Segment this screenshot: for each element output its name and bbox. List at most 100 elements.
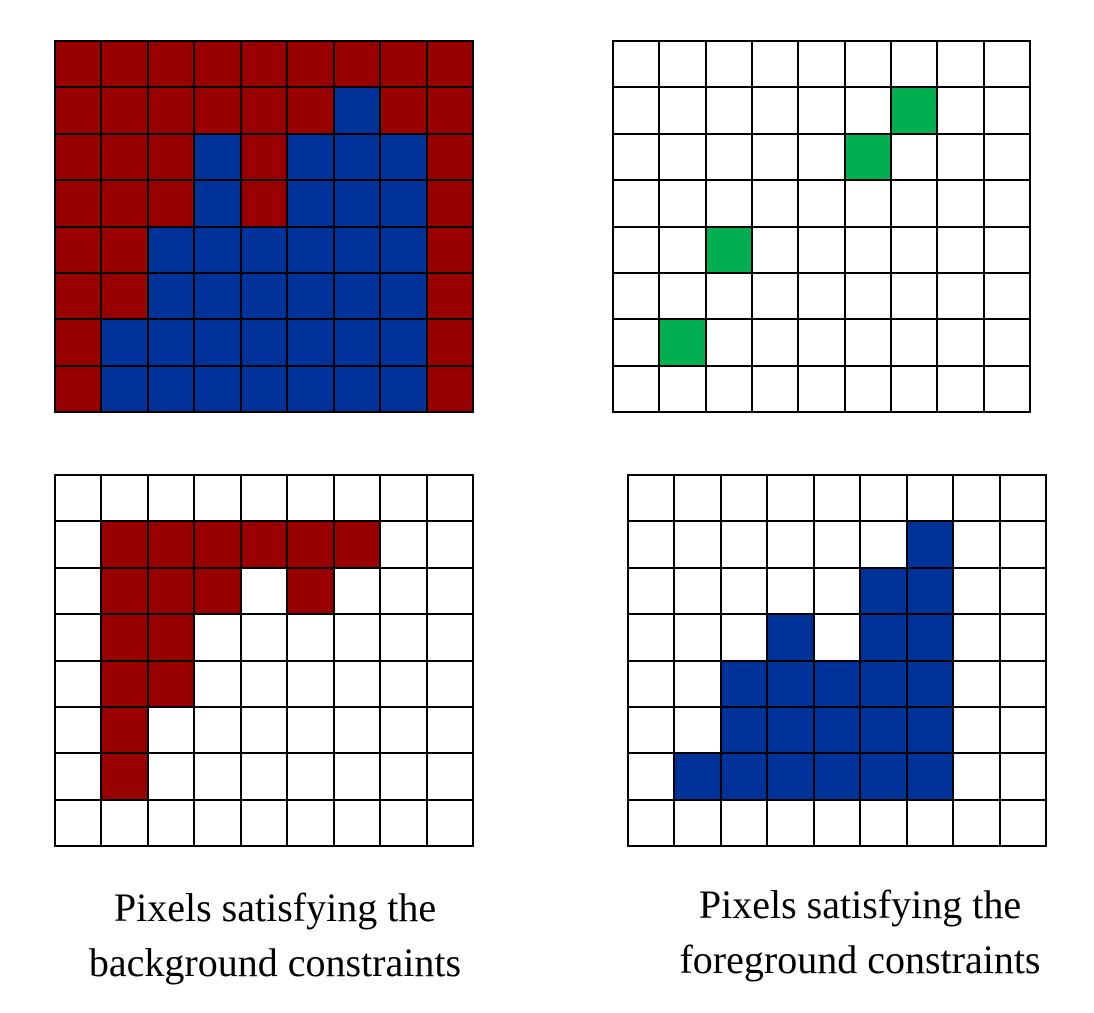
pixel-cell-white [706, 42, 753, 89]
pixel-cell-white [675, 522, 722, 569]
pixel-cell-blue [721, 707, 769, 755]
pixel-cell-white [938, 366, 985, 413]
pixel-cell-white [381, 522, 428, 569]
pixel-cell-white [288, 476, 335, 523]
pixel-cell-green [660, 320, 707, 367]
pixel-cell-white [427, 568, 474, 616]
pixel-cell-blue [195, 273, 242, 321]
pixel-cell-red [288, 88, 335, 135]
pixel-cell-red [334, 42, 382, 89]
pixel-cell-blue [288, 134, 335, 182]
caption-left-line2: background constraints [88, 940, 462, 985]
pixel-cell-white [614, 42, 661, 89]
pixel-cell-white [768, 522, 815, 569]
pixel-cell-white [195, 800, 242, 847]
pixel-cell-green [706, 227, 753, 274]
pixel-cell-white [56, 800, 103, 847]
pixel-cell-blue [241, 366, 289, 413]
pixel-cell-blue [381, 227, 428, 274]
pixel-cell-white [660, 88, 707, 135]
pixel-cell-white [907, 476, 955, 523]
pixel-cell-white [56, 707, 103, 755]
pixel-cell-white [845, 181, 892, 228]
pixel-cell-blue [907, 661, 955, 708]
pixel-cell-white [984, 88, 1031, 135]
pixel-cell-white [675, 568, 722, 616]
pixel-cell-blue [195, 320, 242, 367]
pixel-cell-white [195, 615, 242, 662]
pixel-cell-white [814, 800, 862, 847]
pixel-cell-white [614, 134, 661, 182]
pixel-cell-white [891, 181, 939, 228]
pixel-cell-white [845, 320, 892, 367]
pixel-cell-blue [907, 754, 955, 801]
pixel-cell-red [102, 273, 149, 321]
pixel-cell-white [984, 181, 1031, 228]
pixel-cell-white [752, 42, 800, 89]
pixel-cell-red [381, 88, 428, 135]
pixel-grid-top-right [612, 40, 1031, 413]
pixel-cell-white [629, 707, 676, 755]
pixel-cell-white [984, 366, 1031, 413]
pixel-grid-top-left [54, 40, 474, 413]
pixel-cell-blue [241, 273, 289, 321]
pixel-cell-white [814, 615, 862, 662]
pixel-cell-blue [102, 366, 149, 413]
pixel-cell-red [427, 320, 474, 367]
pixel-cell-white [148, 754, 196, 801]
pixel-cell-white [427, 707, 474, 755]
pixel-cell-blue [381, 181, 428, 228]
pixel-cell-white [954, 568, 1001, 616]
pixel-cell-white [629, 568, 676, 616]
pixel-cell-red [427, 181, 474, 228]
pixel-cell-white [195, 707, 242, 755]
pixel-cell-red [195, 88, 242, 135]
pixel-cell-white [381, 568, 428, 616]
pixel-cell-red [427, 88, 474, 135]
pixel-cell-blue [334, 227, 382, 274]
pixel-cell-blue [148, 366, 196, 413]
pixel-cell-white [752, 273, 800, 321]
pixel-cell-white [241, 754, 289, 801]
pixel-cell-white [891, 320, 939, 367]
pixel-cell-white [752, 320, 800, 367]
pixel-cell-white [241, 707, 289, 755]
pixel-cell-red [288, 42, 335, 89]
pixel-cell-white [241, 800, 289, 847]
pixel-cell-red [148, 615, 196, 662]
caption-left-line1: Pixels satisfying the [113, 885, 437, 930]
pixel-cell-white [381, 707, 428, 755]
pixel-cell-white [381, 754, 428, 801]
pixel-cell-blue [381, 134, 428, 182]
pixel-cell-red [56, 42, 103, 89]
pixel-cell-red [148, 42, 196, 89]
pixel-cell-white [660, 366, 707, 413]
pixel-cell-white [938, 88, 985, 135]
pixel-cell-red [241, 522, 289, 569]
pixel-cell-white [614, 181, 661, 228]
pixel-cell-white [799, 366, 846, 413]
pixel-cell-red [288, 568, 335, 616]
pixel-cell-red [102, 227, 149, 274]
pixel-cell-blue [675, 754, 722, 801]
pixel-cell-red [56, 134, 103, 182]
pixel-cell-white [195, 754, 242, 801]
pixel-cell-blue [195, 227, 242, 274]
pixel-cell-red [102, 181, 149, 228]
pixel-cell-white [907, 800, 955, 847]
pixel-cell-white [799, 181, 846, 228]
pixel-cell-white [891, 227, 939, 274]
pixel-cell-red [427, 134, 474, 182]
pixel-cell-blue [334, 366, 382, 413]
pixel-cell-blue [148, 320, 196, 367]
pixel-cell-white [938, 273, 985, 321]
pixel-cell-white [614, 227, 661, 274]
pixel-cell-blue [195, 181, 242, 228]
pixel-cell-white [334, 754, 382, 801]
pixel-cell-white [721, 568, 769, 616]
pixel-cell-white [1000, 800, 1047, 847]
pixel-cell-blue [907, 615, 955, 662]
pixel-cell-red [56, 88, 103, 135]
pixel-cell-white [148, 707, 196, 755]
pixel-cell-white [660, 273, 707, 321]
